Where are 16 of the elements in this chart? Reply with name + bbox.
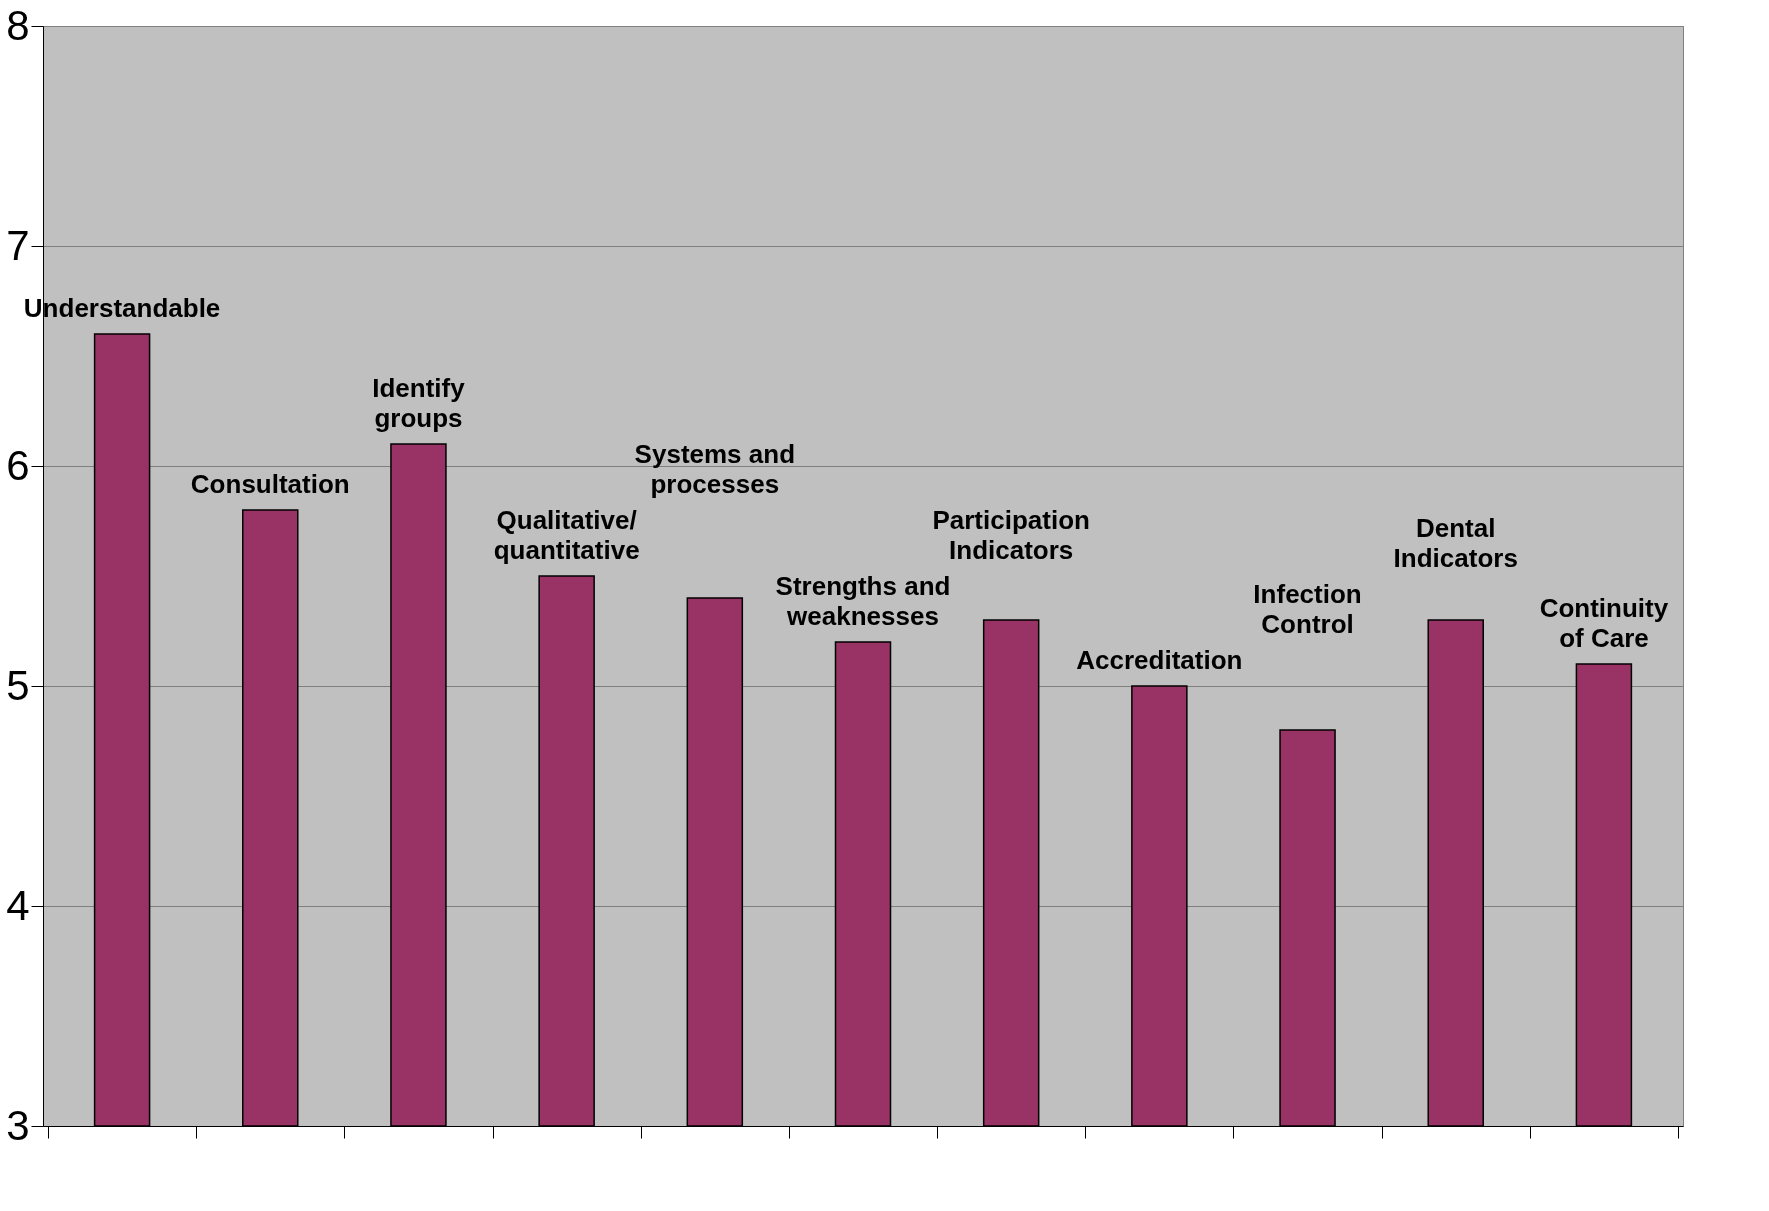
x-tick-label: Consultation (190, 469, 350, 499)
x-tick-label: Accreditation (1076, 645, 1243, 675)
y-tick-label: 6 (6, 441, 30, 489)
y-tick-label: 5 (6, 661, 30, 709)
x-tick-label: Identify groups (372, 373, 466, 433)
y-tick-label: 3 (6, 1101, 30, 1149)
x-tick-label: Continuity of Care (1539, 593, 1669, 653)
y-tick-label: 8 (6, 1, 30, 49)
x-tick-label: Dental Indicators (1393, 513, 1518, 573)
x-tick-label: Participation Indicators (932, 505, 1090, 565)
y-tick-label: 7 (6, 221, 30, 269)
y-tick-label: 4 (6, 881, 30, 929)
x-tick-label: Qualitative/ quantitative (493, 505, 640, 565)
x-tick-label: Infection Control (1253, 579, 1362, 639)
x-tick-label: Systems and processes (634, 439, 796, 499)
x-tick-label: Strengths and weaknesses (775, 571, 951, 631)
